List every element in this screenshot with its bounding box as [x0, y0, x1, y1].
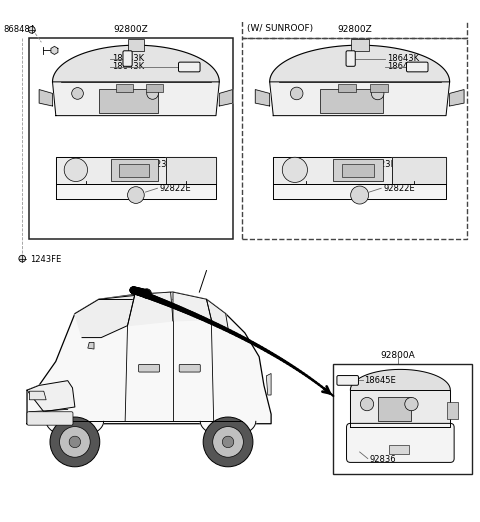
Polygon shape	[56, 157, 216, 184]
Polygon shape	[350, 370, 450, 390]
Circle shape	[28, 27, 35, 33]
Circle shape	[405, 397, 418, 411]
Bar	[119, 164, 149, 177]
Bar	[29, 39, 233, 240]
Text: 92822E: 92822E	[384, 184, 415, 193]
Bar	[333, 159, 383, 181]
Circle shape	[282, 157, 308, 182]
Circle shape	[64, 158, 87, 182]
Text: 18643K: 18643K	[112, 63, 144, 72]
FancyBboxPatch shape	[337, 375, 359, 385]
Polygon shape	[392, 157, 446, 184]
Polygon shape	[52, 82, 219, 116]
Text: (W/ SUNROOF): (W/ SUNROOF)	[247, 25, 313, 33]
Bar	[128, 39, 144, 51]
Bar	[242, 19, 468, 39]
Text: 92800A: 92800A	[381, 351, 415, 360]
Polygon shape	[350, 390, 450, 427]
Text: 18643K: 18643K	[387, 63, 419, 72]
Circle shape	[60, 426, 90, 457]
Polygon shape	[270, 82, 450, 116]
Circle shape	[128, 187, 144, 204]
Circle shape	[372, 87, 384, 100]
Bar	[146, 84, 163, 91]
Circle shape	[360, 397, 374, 411]
Text: 92836: 92836	[369, 455, 396, 464]
FancyBboxPatch shape	[179, 364, 200, 372]
Bar	[447, 402, 458, 419]
Circle shape	[351, 186, 369, 204]
FancyBboxPatch shape	[347, 423, 454, 462]
Polygon shape	[46, 421, 104, 437]
FancyBboxPatch shape	[179, 62, 200, 72]
Polygon shape	[56, 184, 216, 199]
Polygon shape	[27, 292, 271, 424]
Polygon shape	[128, 292, 173, 326]
Text: 18643K: 18643K	[387, 54, 419, 63]
Text: 92822E: 92822E	[160, 184, 192, 193]
FancyBboxPatch shape	[123, 51, 132, 66]
Polygon shape	[200, 421, 256, 436]
Circle shape	[142, 289, 152, 299]
Polygon shape	[450, 90, 464, 106]
Circle shape	[213, 426, 243, 457]
Bar	[99, 89, 157, 113]
Polygon shape	[39, 90, 52, 106]
Polygon shape	[270, 45, 450, 82]
Bar	[338, 84, 356, 91]
Polygon shape	[51, 46, 58, 54]
Polygon shape	[27, 381, 75, 412]
Text: 1243FE: 1243FE	[30, 255, 61, 264]
Polygon shape	[273, 184, 446, 199]
Text: 92823D: 92823D	[141, 160, 174, 169]
Bar	[342, 164, 374, 177]
Polygon shape	[173, 292, 211, 321]
Text: 92800Z: 92800Z	[114, 26, 148, 34]
Bar	[320, 89, 383, 113]
FancyBboxPatch shape	[407, 62, 428, 72]
Circle shape	[50, 417, 100, 467]
Circle shape	[203, 417, 253, 467]
Polygon shape	[88, 342, 94, 349]
FancyBboxPatch shape	[346, 51, 355, 66]
Circle shape	[19, 255, 25, 262]
Circle shape	[290, 87, 303, 100]
Circle shape	[147, 88, 158, 99]
Bar	[371, 84, 388, 91]
Bar	[116, 84, 132, 91]
Polygon shape	[52, 45, 219, 82]
Polygon shape	[75, 295, 135, 338]
Circle shape	[222, 436, 234, 448]
Bar	[111, 159, 157, 181]
Polygon shape	[273, 157, 446, 184]
Polygon shape	[219, 90, 233, 106]
Bar	[351, 39, 369, 51]
Text: 86848A: 86848A	[3, 26, 36, 34]
Text: 18645E: 18645E	[364, 376, 396, 385]
FancyBboxPatch shape	[27, 412, 73, 425]
Polygon shape	[206, 299, 228, 328]
Text: 18643K: 18643K	[112, 54, 144, 63]
Polygon shape	[255, 90, 270, 106]
Text: 92800Z: 92800Z	[337, 26, 372, 34]
Bar	[242, 39, 468, 240]
Circle shape	[69, 436, 81, 448]
Text: 92823D: 92823D	[364, 160, 397, 169]
Circle shape	[72, 88, 84, 99]
Polygon shape	[166, 157, 216, 184]
Bar	[333, 364, 472, 474]
FancyBboxPatch shape	[139, 364, 159, 372]
Polygon shape	[266, 373, 271, 395]
Bar	[378, 397, 411, 421]
Bar	[389, 445, 409, 454]
Polygon shape	[29, 391, 46, 400]
